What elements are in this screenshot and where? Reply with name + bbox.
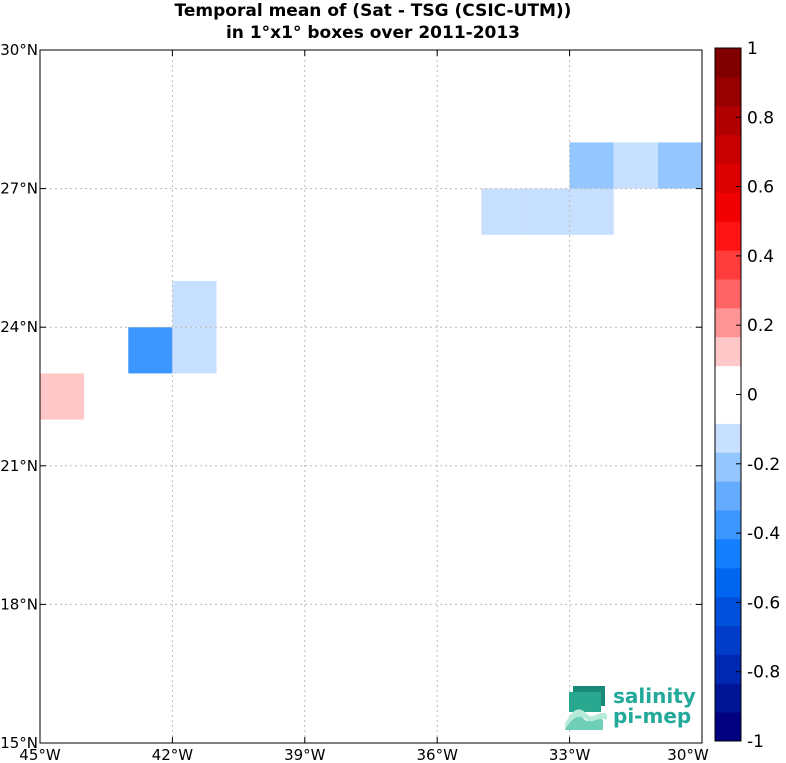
heatmap-cell-0	[40, 373, 85, 420]
x-tick-labels: 45°W 42°W 39°W 36°W 33°W 30°W	[19, 746, 709, 763]
gridlines	[40, 50, 702, 743]
colorbar-block-0	[715, 712, 741, 742]
colorbar-tick-label: -0.4	[747, 524, 780, 544]
heatmap-cell-9	[657, 142, 702, 189]
colorbar-tick-label: -0.8	[747, 663, 780, 683]
x-tick-label: 39°W	[284, 746, 326, 763]
colorbar-tick-label: -1	[747, 732, 764, 752]
colorbar-block-7	[715, 510, 741, 540]
colorbar-block-21	[715, 105, 741, 136]
logo-line-1: salinity	[613, 684, 696, 708]
heatmap-cell-1	[128, 327, 173, 374]
axis-ticks	[39, 49, 703, 744]
x-tick-label: 33°W	[549, 746, 591, 763]
colorbar-block-18	[715, 192, 741, 222]
x-tick-label: 36°W	[416, 746, 458, 763]
heatmap-cell-5	[525, 188, 570, 235]
colorbar-block-12	[715, 365, 741, 395]
colorbar-tick-label: 0.2	[747, 316, 774, 336]
y-tick-label: 21°N	[0, 457, 38, 475]
colorbar-tick-label: 0	[747, 386, 758, 406]
y-tick-label: 30°N	[0, 41, 38, 59]
colorbar-tick-label: 0.6	[747, 178, 774, 198]
colorbar-block-9	[715, 452, 741, 482]
colorbar-block-2	[715, 654, 741, 684]
colorbar-block-16	[715, 250, 741, 280]
colorbar-tick-labels: -1 -0.8 -0.6 -0.4 -0.2 0 0.2 0.4 0.6 0.8 1	[747, 39, 780, 752]
colorbar-block-4	[715, 596, 741, 626]
colorbar-block-20	[715, 134, 741, 164]
colorbar-block-17	[715, 221, 741, 251]
colorbar-block-19	[715, 163, 741, 193]
x-tick-label: 42°W	[152, 746, 194, 763]
colorbar-block-11	[715, 394, 741, 424]
colorbar-tick-label: 0.8	[747, 108, 774, 128]
heatmap-cell-6	[569, 188, 614, 235]
x-tick-label: 30°W	[667, 746, 709, 763]
heatmap-cells	[40, 142, 702, 420]
plot-frame	[39, 49, 703, 744]
y-tick-label: 18°N	[0, 595, 38, 613]
heatmap-cell-7	[569, 142, 614, 189]
map-plot: 45°W 42°W 39°W 36°W 33°W 30°W 15°N 18°N 21°N 24°…	[0, 41, 709, 763]
title-line-1: Temporal mean of (Sat - TSG (CSIC-UTM))	[174, 1, 572, 21]
colorbar-tick-label: -0.2	[747, 455, 780, 475]
x-tick-label: 45°W	[19, 746, 61, 763]
wave-logo-icon	[565, 686, 607, 730]
y-tick-label: 24°N	[0, 318, 38, 336]
heatmap-cell-4	[481, 188, 526, 235]
y-tick-labels: 15°N 18°N 21°N 24°N 27°N 30°N	[0, 41, 38, 752]
colorbar-tick-label: 1	[747, 39, 758, 59]
heatmap-cell-3	[172, 281, 217, 328]
colorbar-tick-label: -0.6	[747, 593, 780, 613]
salinity-pi-mep-logo: salinity pi-mep	[563, 684, 696, 732]
y-tick-label: 27°N	[0, 180, 38, 198]
colorbar-block-23	[715, 48, 741, 78]
colorbar-ticks	[736, 47, 741, 742]
colorbar-block-5	[715, 567, 741, 598]
colorbar-block-8	[715, 481, 741, 511]
colorbar-blocks	[715, 48, 741, 742]
y-tick-label: 15°N	[0, 734, 38, 752]
colorbar-block-14	[715, 307, 741, 338]
heatmap-cell-2	[172, 327, 217, 374]
colorbar-block-13	[715, 336, 741, 367]
chart-title: Temporal mean of (Sat - TSG (CSIC-UTM)) …	[0, 0, 746, 44]
colorbar-block-3	[715, 625, 741, 655]
colorbar-block-6	[715, 538, 741, 569]
heatmap-cell-8	[613, 142, 658, 189]
logo-line-2: pi-mep	[613, 704, 692, 728]
colorbar-block-10	[715, 423, 741, 453]
colorbar-block-15	[715, 279, 741, 309]
colorbar-block-1	[715, 683, 741, 713]
colorbar-block-22	[715, 76, 741, 107]
title-line-2: in 1°x1° boxes over 2011-2013	[225, 23, 521, 43]
colorbar-tick-label: 0.4	[747, 247, 774, 267]
